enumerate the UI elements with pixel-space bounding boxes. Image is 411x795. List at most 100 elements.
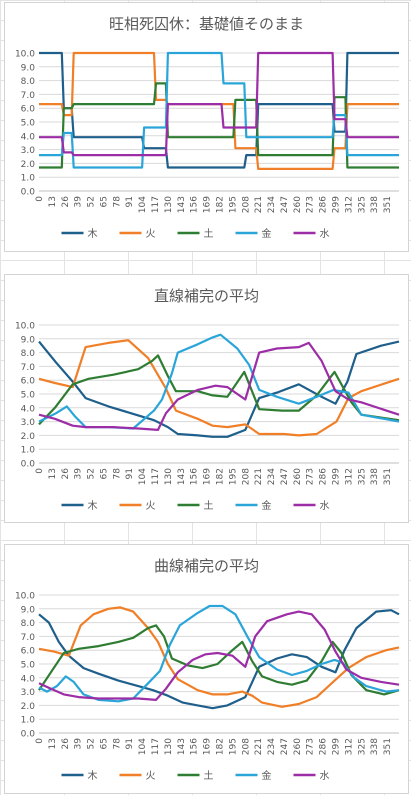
x-tick-label: 117 [151, 196, 161, 213]
x-tick-label: 65 [99, 196, 109, 207]
y-tick-label: 6.0 [21, 377, 36, 387]
series-line-火 [38, 606, 400, 708]
legend-label: 火 [146, 770, 156, 782]
y-tick-label: 4.0 [21, 404, 36, 414]
x-tick-label: 13 [48, 738, 58, 749]
x-tick-label: 104 [138, 738, 148, 755]
legend-label: 水 [320, 500, 330, 512]
y-tick-label: 10.0 [15, 50, 35, 60]
legend-item: 火 [119, 770, 156, 782]
x-tick-label: 338 [370, 738, 380, 755]
x-tick-label: 247 [280, 196, 290, 213]
x-tick-label: 273 [306, 738, 316, 755]
chart-title: 旺相死囚休：基礎値そのまま [108, 15, 304, 33]
x-tick-label: 260 [293, 468, 303, 485]
legend-item: 水 [293, 228, 330, 240]
y-tick-label: 3.0 [21, 146, 36, 156]
x-tick-label: 273 [306, 468, 316, 485]
x-tick-label: 351 [383, 468, 393, 485]
x-tick-label: 52 [87, 468, 97, 479]
x-tick-label: 104 [138, 196, 148, 213]
x-tick-label: 78 [112, 468, 122, 480]
legend-item: 金 [235, 227, 272, 240]
legend-item: 木 [61, 500, 98, 512]
x-tick-label: 234 [267, 196, 277, 213]
y-tick-label: 1.0 [21, 174, 36, 184]
y-tick-label: 0.0 [21, 460, 36, 470]
legend-label: 金 [262, 769, 272, 782]
y-tick-label: 9.0 [21, 335, 36, 345]
x-tick-label: 143 [177, 196, 187, 213]
x-tick-label: 156 [190, 196, 200, 213]
y-tick-label: 7.0 [21, 363, 36, 373]
x-tick-label: 13 [48, 196, 58, 207]
x-tick-label: 260 [293, 196, 303, 213]
legend-label: 木 [88, 228, 98, 240]
y-tick-label: 5.0 [21, 391, 36, 401]
series-line-金 [39, 51, 399, 169]
chart-title: 曲線補完の平均 [153, 557, 259, 575]
y-tick-label: 9.0 [21, 63, 36, 73]
y-tick-label: 4.0 [21, 674, 36, 684]
x-tick-label: 299 [332, 468, 342, 485]
x-tick-label: 247 [280, 738, 290, 755]
legend-label: 水 [320, 228, 330, 240]
legend-label: 土 [204, 769, 214, 782]
x-tick-label: 208 [241, 196, 251, 213]
x-tick-label: 91 [125, 738, 135, 749]
x-tick-label: 286 [319, 738, 329, 755]
x-tick-label: 182 [215, 196, 225, 213]
legend-label: 土 [204, 499, 214, 512]
line-chart-2: 0.01.02.03.04.05.06.07.08.09.010.00 13 26 3… [15, 592, 400, 782]
x-tick-label: 234 [267, 468, 277, 485]
legend-label: 金 [262, 227, 272, 240]
legend-label: 木 [88, 500, 98, 512]
y-tick-label: 7.0 [21, 633, 36, 643]
legend-item: 土 [177, 499, 214, 512]
x-tick-label: 117 [151, 738, 161, 755]
x-tick-label: 325 [357, 468, 367, 485]
x-tick-label: 156 [190, 738, 200, 755]
series-line-金 [38, 604, 400, 703]
x-tick-label: 0 [35, 468, 45, 474]
chart-panel-2: 曲線補完の平均 0.0 1.0 2.0 3.0 4.0 5.0 6.0 7.0 8.0 9.0 10… [4, 544, 409, 794]
x-tick-label: 208 [241, 738, 251, 755]
x-tick-label: 169 [203, 738, 213, 755]
x-tick-label: 0 [35, 196, 45, 202]
y-tick-label: 10.0 [15, 322, 35, 332]
x-tick-label: 78 [112, 196, 122, 208]
x-tick-label: 52 [87, 738, 97, 749]
series-line-金 [38, 333, 400, 430]
x-tick-label: 26 [61, 196, 71, 208]
y-tick-label: 7.0 [21, 91, 36, 101]
x-tick-label: 169 [203, 468, 213, 485]
line-chart-1: 0.01.02.03.04.05.06.07.08.09.010.00 13 26 3… [15, 322, 400, 512]
y-tick-label: 2.0 [21, 160, 36, 170]
x-tick-label: 208 [241, 468, 251, 485]
legend-item: 金 [235, 499, 272, 512]
legend-item: 土 [177, 227, 214, 240]
x-tick-label: 247 [280, 468, 290, 485]
y-tick-label: 5.0 [21, 119, 36, 129]
x-tick-label: 286 [319, 196, 329, 213]
x-tick-label: 299 [332, 196, 342, 213]
y-tick-label: 1.0 [21, 446, 36, 456]
x-tick-label: 143 [177, 738, 187, 755]
x-tick-label: 26 [61, 468, 71, 480]
x-tick-label: 195 [228, 196, 238, 213]
y-tick-label: 9.0 [21, 605, 36, 615]
x-tick-label: 39 [74, 468, 84, 480]
x-tick-label: 39 [74, 196, 84, 208]
series-line-水 [38, 341, 400, 431]
y-tick-label: 0.0 [21, 188, 36, 198]
x-tick-label: 143 [177, 468, 187, 485]
x-tick-label: 221 [254, 196, 264, 213]
y-tick-label: 0.0 [21, 730, 36, 740]
x-tick-label: 26 [61, 738, 71, 750]
chart-panel-0: 旺相死囚休：基礎値そのまま 0.0 1.0 2.0 3.0 4.0 5.0 6.0 7.0 8.… [4, 2, 409, 252]
y-tick-label: 6.0 [21, 105, 36, 115]
legend-label: 土 [204, 227, 214, 240]
x-tick-label: 338 [370, 468, 380, 485]
series-line-土 [38, 354, 400, 426]
legend-item: 火 [119, 500, 156, 512]
